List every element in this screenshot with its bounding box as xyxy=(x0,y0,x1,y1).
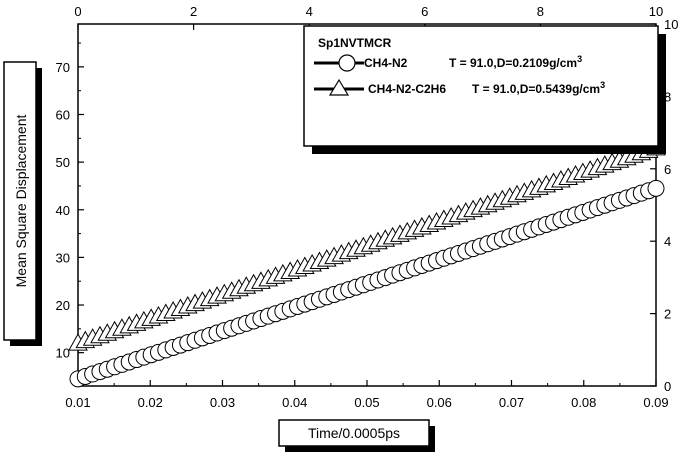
x-axis-title: Time/0.0005ps xyxy=(278,419,435,452)
x-tick-label: 0.02 xyxy=(138,395,163,410)
circle-point xyxy=(647,179,665,197)
legend-entry-info: T = 91.0,D=0.5439g/cm3 xyxy=(472,80,605,96)
y-tick-label: 50 xyxy=(56,155,70,170)
legend: Sp1NVTMCR CH4-N2 T = 91.0,D=0.2109g/cm3 … xyxy=(303,25,666,154)
x-tick-label: 0.04 xyxy=(282,395,307,410)
right-tick-label: 2 xyxy=(664,307,671,322)
legend-title: Sp1NVTMCR xyxy=(318,36,392,50)
top-tick-label: 2 xyxy=(190,4,197,19)
data-series xyxy=(68,137,666,388)
right-tick-label: 6 xyxy=(664,162,671,177)
x-tick-label: 0.05 xyxy=(354,395,379,410)
x-axis-label: Time/0.0005ps xyxy=(308,425,400,441)
legend-triangle-marker xyxy=(328,78,350,96)
legend-box xyxy=(303,25,659,147)
x-title-box xyxy=(278,419,430,447)
top-tick-label: 4 xyxy=(306,4,313,19)
right-tick-label: 8 xyxy=(664,89,671,104)
y-tick-label: 30 xyxy=(56,250,70,265)
top-tick-label: 0 xyxy=(74,4,81,19)
x-tick-label: 0.09 xyxy=(643,395,668,410)
legend-entry-sup: 3 xyxy=(600,80,605,90)
right-tick-label: 10 xyxy=(664,17,678,32)
y-axis-title: Mean Square Displacement xyxy=(3,61,42,346)
y-title-box xyxy=(3,61,37,341)
legend-entry-sup: 3 xyxy=(577,54,582,64)
legend-entry-info: T = 91.0,D=0.2109g/cm3 xyxy=(449,54,582,70)
right-tick-label: 4 xyxy=(664,234,671,249)
legend-circle-marker xyxy=(338,54,356,72)
y-tick-label: 10 xyxy=(56,346,70,361)
x-tick-label: 0.01 xyxy=(65,395,90,410)
x-tick-label: 0.06 xyxy=(427,395,452,410)
y-tick-label: 20 xyxy=(56,298,70,313)
y-tick-label: 60 xyxy=(56,108,70,123)
legend-entry-label: CH4-N2 xyxy=(364,56,408,70)
top-tick-label: 10 xyxy=(649,4,663,19)
right-tick-label: 0 xyxy=(664,379,671,394)
y-axis-label: Mean Square Displacement xyxy=(13,115,29,288)
x-tick-label: 0.08 xyxy=(571,395,596,410)
y-tick-label: 40 xyxy=(56,203,70,218)
top-tick-label: 8 xyxy=(537,4,544,19)
top-tick-label: 6 xyxy=(421,4,428,19)
axis-ticks: 0.01 0.02 0.03 0.04 0.05 0.06 0.07 0.08 0.091020… xyxy=(56,4,679,410)
x-tick-label: 0.07 xyxy=(499,395,524,410)
x-tick-label: 0.03 xyxy=(210,395,235,410)
legend-entry-label: CH4-N2-C2H6 xyxy=(368,82,446,96)
y-tick-label: 70 xyxy=(56,60,70,75)
